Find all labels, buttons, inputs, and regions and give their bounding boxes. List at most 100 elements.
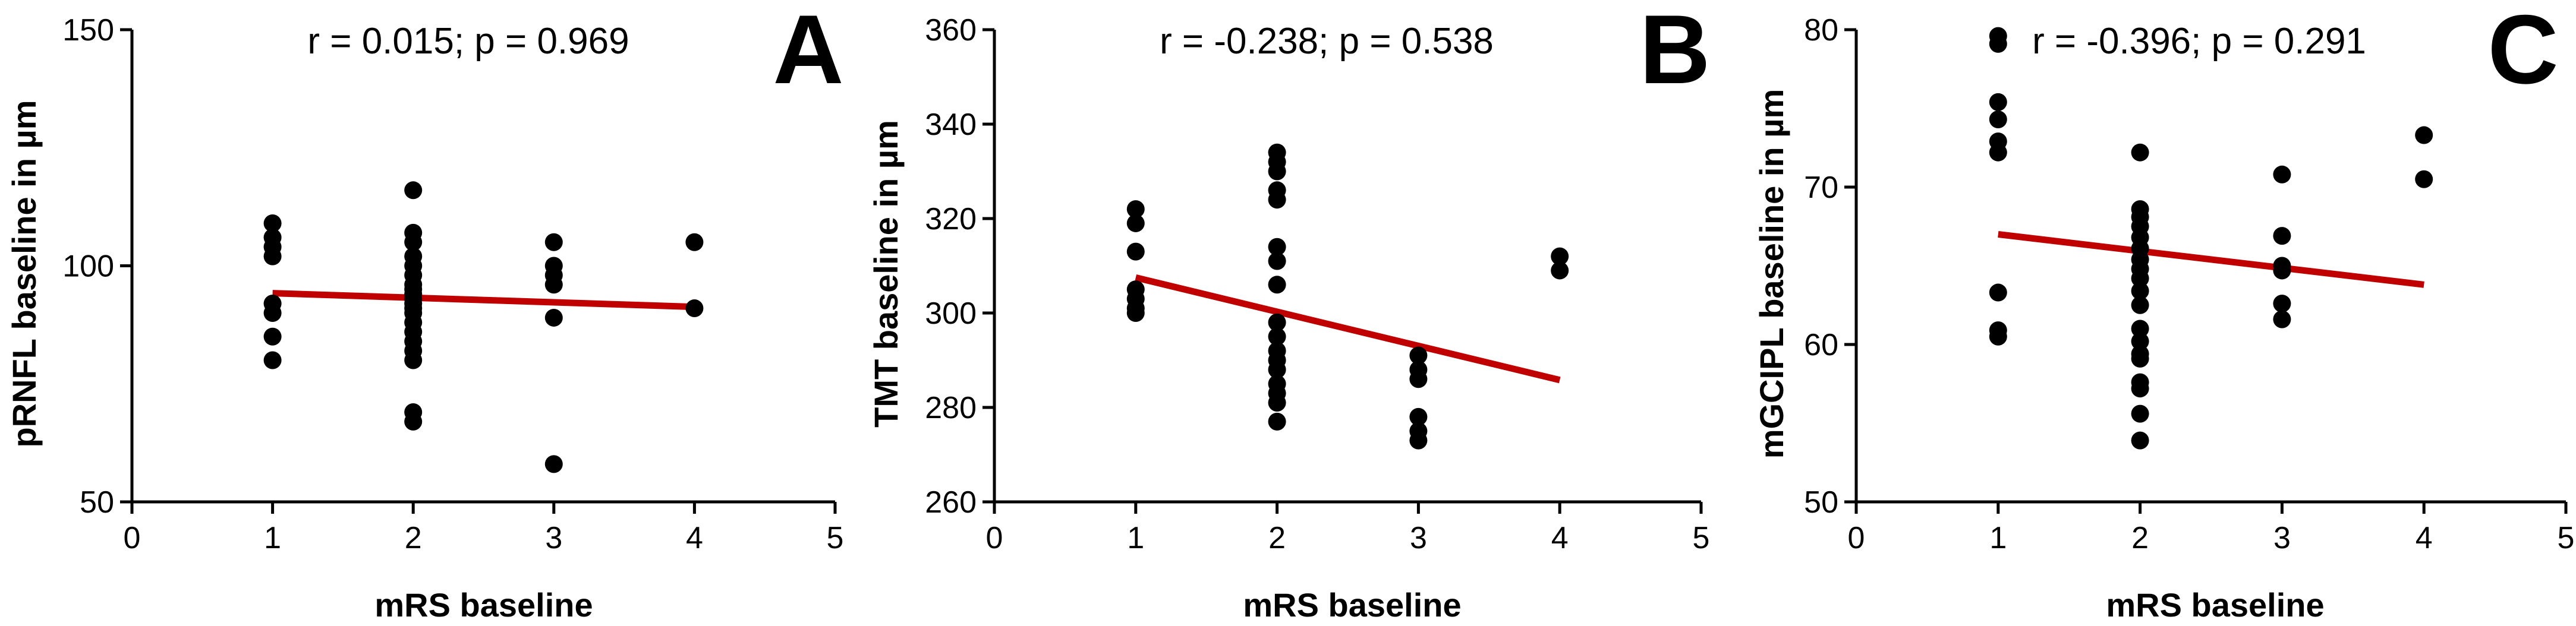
- panel-a-regression-line: [272, 290, 695, 311]
- panel-c-x-tick-label: 3: [2273, 521, 2291, 555]
- panel-a-data-point: [544, 308, 563, 327]
- panel-c-data-point: [1989, 110, 2007, 129]
- panel-c-x-tick-label: 1: [1989, 521, 2007, 555]
- panel-c-x-tick-label: 0: [1848, 521, 1865, 555]
- panel-b: 0 1 2 3 4 5 260 280 300 320 340 360 r = -0.238; p =…: [867, 0, 1711, 624]
- panel-b-data-point: [1268, 313, 1286, 331]
- panel-b-data-point: [1409, 431, 1428, 450]
- panel-b-letter: B: [1639, 0, 1710, 104]
- panel-b-x-tick-label: 2: [1268, 521, 1286, 555]
- panel-a-x-tick-label: 1: [264, 521, 281, 555]
- panel-c-data-point: [2273, 227, 2291, 245]
- panel-b-x-axis-label: mRS baseline: [1243, 586, 1461, 624]
- panel-b-stat-label: r = -0.238; p = 0.538: [1160, 21, 1494, 62]
- panel-b-regression-line: [1135, 274, 1561, 384]
- panel-c-data-point: [1989, 327, 2007, 346]
- panel-a-y-tick-label: 150: [62, 13, 114, 48]
- panel-b-y-tick-label: 280: [925, 391, 977, 425]
- panel-c-y-tick-label: 80: [1804, 13, 1838, 48]
- panel-c-data-point: [2415, 170, 2433, 188]
- panel-b-data-point: [1551, 261, 1569, 280]
- panel-a-x-tick-label: 4: [686, 521, 703, 555]
- panel-b-data-point: [1268, 162, 1286, 181]
- panel-a-data-point: [404, 233, 423, 251]
- panel-c-plot-area: 0 1 2 3 4 5 50 60 70 80: [1804, 13, 2574, 555]
- panel-a-x-tick-label: 5: [827, 521, 844, 555]
- panel-c-data-point: [2273, 295, 2291, 313]
- panel-c-data-point: [1989, 283, 2007, 302]
- panel-c-regression-line: [1998, 231, 2424, 288]
- panel-c-x-tick-label: 2: [2131, 521, 2149, 555]
- panel-b-data-point: [1268, 394, 1286, 412]
- panel-a-data-point: [263, 304, 282, 322]
- panel-c-data-point: [2415, 126, 2433, 144]
- panel-b-y-axis-label: TMT baseline in µm: [867, 120, 905, 428]
- panel-c-stat-label: r = -0.396; p = 0.291: [2032, 21, 2366, 62]
- panel-b-data-point: [1268, 191, 1286, 209]
- panel-a-data-point: [404, 412, 423, 431]
- panel-c-data-point: [2273, 165, 2291, 184]
- panel-c-data-point: [2131, 320, 2149, 338]
- panel-c-data-point: [2131, 143, 2149, 162]
- panel-a-plot-area: 0 1 2 3 4 5 50 100 150: [62, 13, 843, 555]
- panel-c-y-tick-label: 70: [1804, 170, 1838, 205]
- panel-a-letter: A: [773, 0, 843, 104]
- panel-a-x-tick-label: 3: [545, 521, 562, 555]
- panel-a-y-axis-label: pRNFL baseline in µm: [5, 100, 43, 447]
- panel-b-data-point: [1268, 327, 1286, 346]
- panel-c-y-tick-label: 60: [1804, 328, 1838, 362]
- panel-b-data-point: [1268, 252, 1286, 270]
- panel-c-data-point: [2131, 380, 2149, 398]
- panel-b-data-point: [1268, 412, 1286, 431]
- panel-a-data-point: [544, 455, 563, 473]
- panel-c-x-tick-label: 5: [2558, 521, 2575, 555]
- panel-a-data-point: [263, 214, 282, 232]
- panel-c-data-point: [2131, 296, 2149, 314]
- panel-c-data-point: [2131, 332, 2149, 350]
- panel-b-data-point: [1126, 242, 1145, 261]
- panel-a-x-tick-label: 2: [405, 521, 422, 555]
- panel-a-y-tick-label: 100: [62, 249, 114, 284]
- panel-b-x-tick-label: 0: [986, 521, 1003, 555]
- panel-c-data-point: [2131, 282, 2149, 300]
- panel-b-x-tick-label: 4: [1551, 521, 1569, 555]
- panel-c-data-point: [2131, 269, 2149, 287]
- panel-b-x-tick-label: 5: [1693, 521, 1710, 555]
- panel-b-y-tick-label: 360: [925, 13, 977, 48]
- panel-a-data-point: [263, 327, 282, 346]
- panel-a-x-tick-label: 0: [124, 521, 141, 555]
- panel-c-y-axis-label: mGCIPL baseline in µm: [1753, 89, 1790, 459]
- panel-a-x-axis-label: mRS baseline: [374, 586, 593, 624]
- panel-c-data-point: [1989, 143, 2007, 162]
- panel-c-y-tick-label: 50: [1804, 485, 1838, 520]
- panel-c-data-point: [2273, 310, 2291, 328]
- panel-a-stat-label: r = 0.015; p = 0.969: [307, 21, 629, 62]
- panel-b-y-tick-label: 320: [925, 202, 977, 236]
- panel-b-data-point: [1126, 214, 1145, 232]
- panel-a: 0 1 2 3 4 5 50 100 150 r = 0.015; p = 0.969 A mR…: [5, 0, 844, 624]
- panel-c-data-point: [2131, 431, 2149, 450]
- panel-a-data-point: [263, 351, 282, 369]
- panel-b-data-point: [1268, 361, 1286, 379]
- panel-b-plot-area: 0 1 2 3 4 5 260 280 300 320 340 360: [925, 13, 1709, 555]
- panel-b-y-tick-label: 340: [925, 108, 977, 142]
- panel-c-data-point: [2131, 349, 2149, 368]
- panel-a-data-point: [685, 233, 704, 251]
- panel-c-x-axis-label: mRS baseline: [2106, 586, 2324, 624]
- panel-b-y-tick-label: 260: [925, 485, 977, 520]
- panel-c-data-point: [2131, 404, 2149, 423]
- panel-a-y-tick-label: 50: [80, 485, 114, 520]
- panel-c: 0 1 2 3 4 5 50 60 70 80 r = -0.396; p = 0.291 C m…: [1753, 0, 2574, 624]
- panel-b-data-point: [1551, 247, 1569, 265]
- panel-b-x-tick-label: 3: [1410, 521, 1427, 555]
- panel-a-data-point: [404, 351, 423, 369]
- panel-a-data-point: [544, 276, 563, 294]
- panel-a-data-point: [404, 181, 423, 200]
- panel-a-data-point: [263, 247, 282, 265]
- panel-b-data-point: [1126, 200, 1145, 219]
- panel-b-data-point: [1268, 238, 1286, 256]
- panel-c-x-tick-label: 4: [2416, 521, 2433, 555]
- panel-c-data-point: [2273, 261, 2291, 280]
- panel-c-data-point: [1989, 93, 2007, 111]
